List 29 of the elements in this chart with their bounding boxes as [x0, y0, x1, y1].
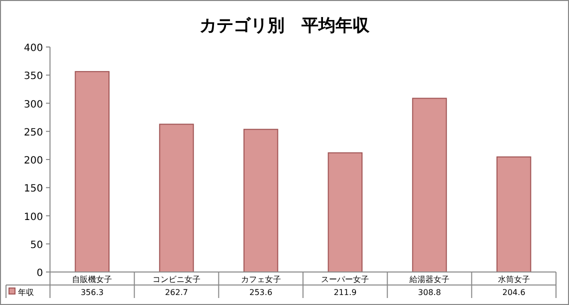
bar [74, 71, 110, 272]
x-tick-label: コンビニ女子 [152, 275, 200, 284]
y-tick-label: 50 [30, 240, 43, 251]
data-label: 204.6 [502, 288, 526, 297]
y-tick-label: 200 [24, 156, 43, 166]
x-tick-label: 自販機女子 [72, 275, 112, 284]
legend-label: 年収 [18, 288, 34, 297]
bar [328, 152, 363, 272]
y-tick-label: 400 [24, 43, 43, 54]
data-label: 262.7 [165, 288, 188, 297]
chart-title: カテゴリ別 平均年収 [200, 16, 370, 36]
data-label: 308.8 [418, 288, 441, 297]
y-tick-label: 250 [24, 127, 43, 138]
y-tick-label: 350 [24, 71, 43, 82]
bar [496, 156, 532, 272]
y-tick-label: 0 [36, 268, 43, 279]
x-tick-label: スーパー女子 [321, 275, 370, 284]
data-label: 253.6 [249, 288, 272, 297]
bar [243, 128, 278, 272]
y-tick-label: 150 [24, 184, 43, 195]
y-tick-label: 300 [24, 99, 43, 110]
x-tick-label: カフェ女子 [240, 275, 281, 284]
data-label: 356.3 [80, 288, 104, 297]
bar [159, 124, 194, 272]
x-tick-label: 給湯器女子 [408, 275, 450, 284]
bar [412, 98, 447, 272]
data-label: 211.9 [334, 288, 357, 297]
x-tick-label: 水筒女子 [498, 275, 530, 284]
y-tick-label: 100 [24, 212, 43, 223]
